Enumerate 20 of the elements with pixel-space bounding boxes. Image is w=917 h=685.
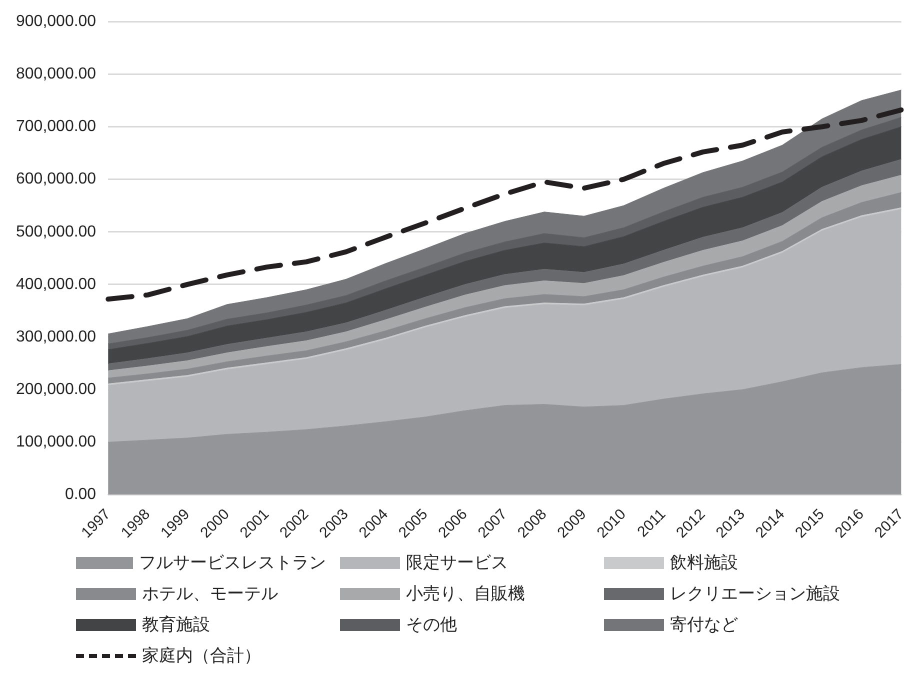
y-tick-label: 600,000.00: [16, 170, 96, 188]
y-tick-label: 200,000.00: [16, 380, 96, 398]
legend-label: フルサービスレストラン: [139, 552, 326, 574]
y-tick-label: 100,000.00: [16, 434, 96, 451]
y-tick-label: 700,000.00: [16, 118, 96, 136]
y-tick-label: 300,000.00: [16, 328, 96, 346]
legend-label: 飲料施設: [670, 552, 738, 574]
y-tick-label: 900,000.00: [16, 13, 96, 30]
y-tick-label: 400,000.00: [16, 276, 96, 293]
legend-label: その他: [406, 614, 457, 636]
legend-label: 教育施設: [142, 614, 210, 636]
legend-label: 家庭内（合計）: [142, 645, 261, 667]
legend-label: ホテル、モーテル: [142, 583, 278, 605]
legend-label: レクリエーション施設: [670, 583, 840, 605]
y-tick-label: 500,000.00: [16, 223, 96, 240]
legend-label: 寄付など: [670, 614, 738, 636]
legend-label: 小売り、自販機: [406, 583, 525, 605]
y-tick-label: 800,000.00: [16, 66, 96, 83]
y-tick-label: 0.00: [64, 486, 96, 504]
legend-label: 限定サービス: [406, 552, 508, 574]
